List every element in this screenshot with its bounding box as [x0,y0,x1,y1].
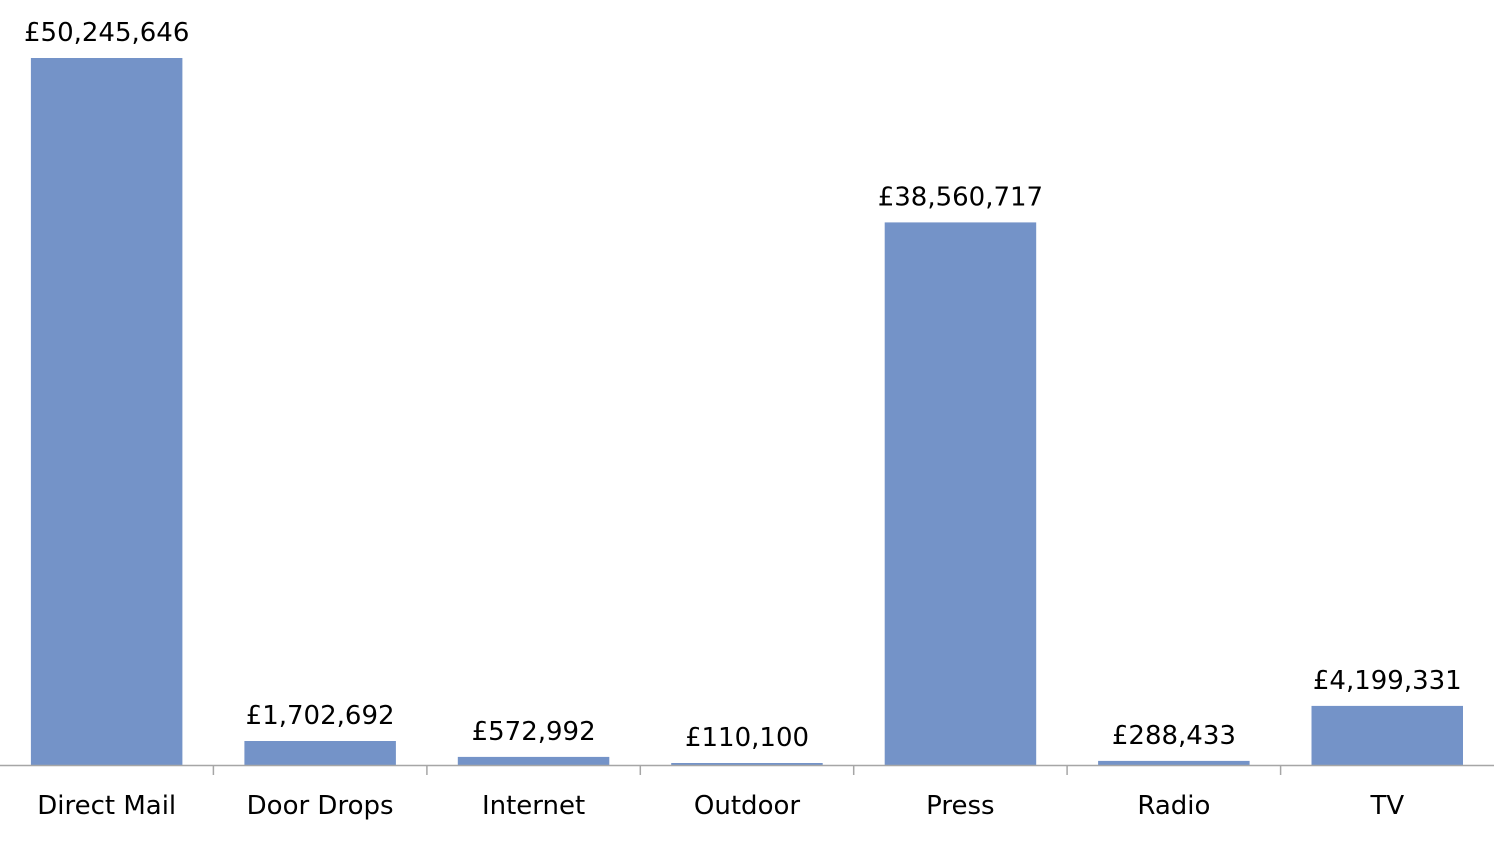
x-tick-label: Internet [482,791,585,821]
bar-internet [457,756,610,765]
data-label: £50,245,646 [24,18,189,48]
bar-door-drops [244,741,396,765]
x-tick-label: Direct Mail [37,791,176,821]
data-labels-group: £50,245,646 £1,702,692 £572,992 £110,100 £38… [24,18,1462,753]
bar-tv [1311,705,1463,765]
x-tick-label: Outdoor [694,791,800,821]
x-axis [0,764,1494,775]
data-label: £4,199,331 [1313,666,1462,696]
data-label: £110,100 [685,723,809,753]
x-tick-label: Radio [1137,791,1210,821]
x-tick-label: Press [926,791,994,821]
data-label: £38,560,717 [878,182,1043,212]
x-tick-label: Door Drops [247,791,394,821]
bars-group [30,58,1463,765]
bar-outdoor [671,763,823,765]
x-tick-label: TV [1369,791,1404,821]
data-label: £1,702,692 [246,701,395,731]
data-label: £288,433 [1112,721,1236,751]
x-tick-labels-group: Direct Mail Door Drops Internet Outdoor Pres… [37,791,1404,821]
bar-direct-mail [30,58,183,765]
bar-press [884,222,1037,765]
bar-radio [1098,760,1250,765]
data-label: £572,992 [472,717,596,747]
